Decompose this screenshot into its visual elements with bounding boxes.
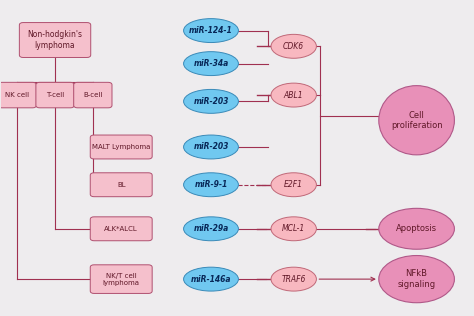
Text: miR-146a: miR-146a	[191, 275, 231, 284]
Ellipse shape	[271, 83, 317, 107]
Ellipse shape	[271, 217, 317, 241]
Text: miR-124-1: miR-124-1	[189, 26, 233, 35]
Text: miR-34a: miR-34a	[193, 59, 228, 68]
Ellipse shape	[183, 173, 238, 197]
FancyBboxPatch shape	[36, 82, 74, 108]
Ellipse shape	[183, 267, 238, 291]
Text: miR-203: miR-203	[193, 143, 228, 151]
Text: BL: BL	[117, 182, 126, 188]
Ellipse shape	[379, 208, 455, 249]
Ellipse shape	[183, 89, 238, 113]
Ellipse shape	[379, 86, 455, 155]
Ellipse shape	[183, 52, 238, 76]
FancyBboxPatch shape	[90, 135, 152, 159]
Text: Non-hodgkin's
lymphoma: Non-hodgkin's lymphoma	[27, 30, 82, 50]
Text: MALT Lymphoma: MALT Lymphoma	[92, 144, 150, 150]
Text: NK cell: NK cell	[5, 92, 29, 98]
Text: T-cell: T-cell	[46, 92, 64, 98]
Text: E2F1: E2F1	[284, 180, 303, 189]
FancyBboxPatch shape	[90, 217, 152, 241]
Text: NFkB
signaling: NFkB signaling	[398, 270, 436, 289]
Ellipse shape	[183, 19, 238, 43]
Ellipse shape	[271, 173, 317, 197]
Ellipse shape	[271, 34, 317, 58]
Text: Cell
proliferation: Cell proliferation	[391, 111, 442, 130]
Ellipse shape	[271, 267, 317, 291]
Ellipse shape	[379, 256, 455, 303]
FancyBboxPatch shape	[74, 82, 112, 108]
Text: miR-9-1: miR-9-1	[194, 180, 228, 189]
Text: NK/T cell
lymphoma: NK/T cell lymphoma	[103, 273, 140, 286]
Text: miR-29a: miR-29a	[193, 224, 228, 233]
FancyBboxPatch shape	[0, 82, 36, 108]
FancyBboxPatch shape	[90, 265, 152, 294]
Text: TRAF6: TRAF6	[282, 275, 306, 284]
Text: CDK6: CDK6	[283, 42, 304, 51]
Text: B-cell: B-cell	[83, 92, 102, 98]
FancyBboxPatch shape	[90, 173, 152, 197]
Text: miR-203: miR-203	[193, 97, 228, 106]
Text: MCL-1: MCL-1	[282, 224, 305, 233]
FancyBboxPatch shape	[19, 22, 91, 58]
Ellipse shape	[183, 135, 238, 159]
Ellipse shape	[183, 217, 238, 241]
Text: ABL1: ABL1	[284, 91, 303, 100]
Text: ALK*ALCL: ALK*ALCL	[104, 226, 138, 232]
Text: Apoptosis: Apoptosis	[396, 224, 437, 233]
